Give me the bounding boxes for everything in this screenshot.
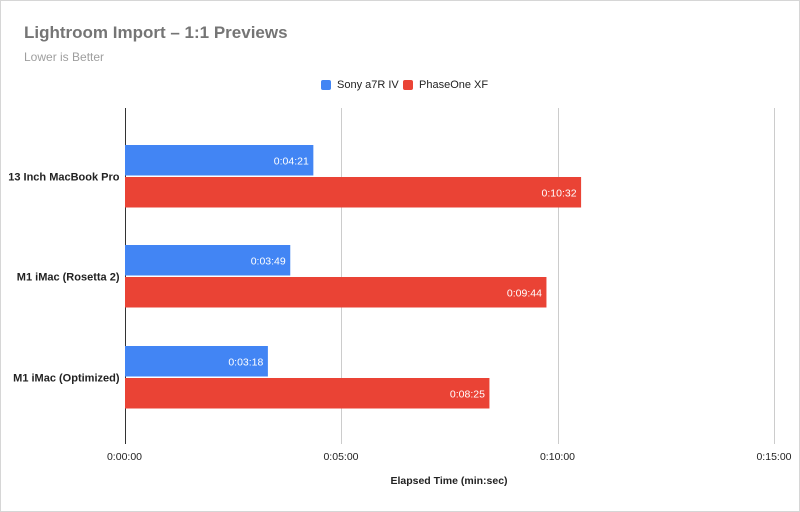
x-tick-label-2: 0:10:00 bbox=[540, 451, 575, 463]
bar-phaseone-xf-m1-imac-optimized bbox=[125, 378, 490, 409]
legend-label-sony-a7r-iv: Sony a7R IV bbox=[337, 79, 399, 91]
bar-sony-a7r-iv-13-inch-macbook-pro bbox=[125, 145, 314, 176]
legend-swatch-phaseone-xf bbox=[403, 80, 413, 90]
x-tick-label-3: 0:15:00 bbox=[756, 451, 791, 463]
legend-swatch-sony-a7r-iv bbox=[321, 80, 331, 90]
bar-label-phaseone-xf-m1-imac-rosetta-2: 0:09:44 bbox=[507, 287, 542, 299]
x-tick-label-1: 0:05:00 bbox=[323, 451, 358, 463]
bar-label-phaseone-xf-13-inch-macbook-pro: 0:10:32 bbox=[542, 187, 577, 199]
bar-phaseone-xf-13-inch-macbook-pro bbox=[125, 177, 582, 208]
bar-label-phaseone-xf-m1-imac-optimized: 0:08:25 bbox=[450, 388, 485, 400]
bar-phaseone-xf-m1-imac-rosetta-2 bbox=[125, 277, 547, 308]
bar-sony-a7r-iv-m1-imac-optimized bbox=[125, 346, 268, 377]
bar-label-sony-a7r-iv-m1-imac-rosetta-2: 0:03:49 bbox=[251, 255, 286, 267]
chart-subtitle: Lower is Better bbox=[24, 50, 105, 64]
bar-label-sony-a7r-iv-m1-imac-optimized: 0:03:18 bbox=[228, 356, 263, 368]
legend-label-phaseone-xf: PhaseOne XF bbox=[419, 79, 489, 91]
x-tick-label-0: 0:00:00 bbox=[107, 451, 142, 463]
bar-sony-a7r-iv-m1-imac-rosetta-2 bbox=[125, 245, 291, 276]
chart-title: Lightroom Import – 1:1 Previews bbox=[24, 23, 288, 42]
legend-item-phaseone-xf[interactable]: PhaseOne XF bbox=[403, 79, 488, 91]
x-axis-title: Elapsed Time (min:sec) bbox=[390, 475, 507, 487]
category-label-m1-imac-optimized: M1 iMac (Optimized) bbox=[13, 372, 120, 384]
bar-label-sony-a7r-iv-13-inch-macbook-pro: 0:04:21 bbox=[274, 155, 309, 167]
category-label-13-inch-macbook-pro: 13 Inch MacBook Pro bbox=[8, 171, 120, 183]
legend-item-sony-a7r-iv[interactable]: Sony a7R IV bbox=[321, 79, 399, 91]
category-label-m1-imac-rosetta-2: M1 iMac (Rosetta 2) bbox=[17, 271, 120, 283]
chart-legend: Sony a7R IV PhaseOne XF bbox=[0, 79, 800, 95]
